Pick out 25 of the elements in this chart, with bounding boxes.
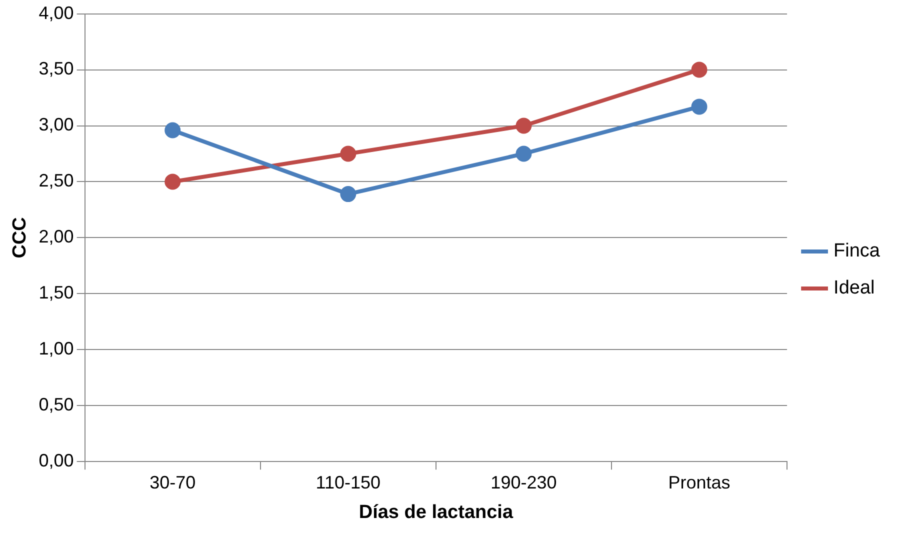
y-tick-label: 1,00 [38,338,74,359]
y-tick-label: 3,50 [38,58,74,79]
point [516,146,532,162]
x-tick-label: 190-230 [490,472,557,492]
point [340,186,356,202]
point [340,146,356,162]
point [164,174,181,190]
y-axis-title: CCC [10,216,31,258]
x-tick-label: 110-150 [316,472,381,492]
y-tick-label: 2,00 [38,226,74,247]
y-tick-label: 3,00 [38,114,74,135]
x-tick-label: 30-70 [150,472,196,492]
point [516,118,532,134]
x-tick-label: Prontas [668,472,730,492]
x-axis-title: Días de lactancia [358,502,514,523]
legend-label: Ideal [834,278,875,299]
legend-label: Finca [834,240,880,262]
y-tick-label: 4,00 [38,2,74,23]
point [691,98,708,115]
point [691,62,708,78]
y-tick-label: 2,50 [38,170,74,191]
point [164,122,181,138]
y-tick-label: 0,00 [38,450,74,471]
y-tick-label: 1,50 [38,282,74,303]
y-tick-label: 0,50 [38,394,74,415]
